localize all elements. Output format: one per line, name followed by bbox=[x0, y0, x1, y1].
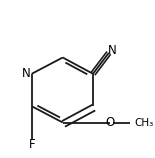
Text: F: F bbox=[28, 138, 35, 151]
Text: N: N bbox=[22, 67, 31, 80]
Text: O: O bbox=[105, 116, 114, 129]
Text: N: N bbox=[108, 43, 117, 57]
Text: CH₃: CH₃ bbox=[134, 118, 153, 128]
